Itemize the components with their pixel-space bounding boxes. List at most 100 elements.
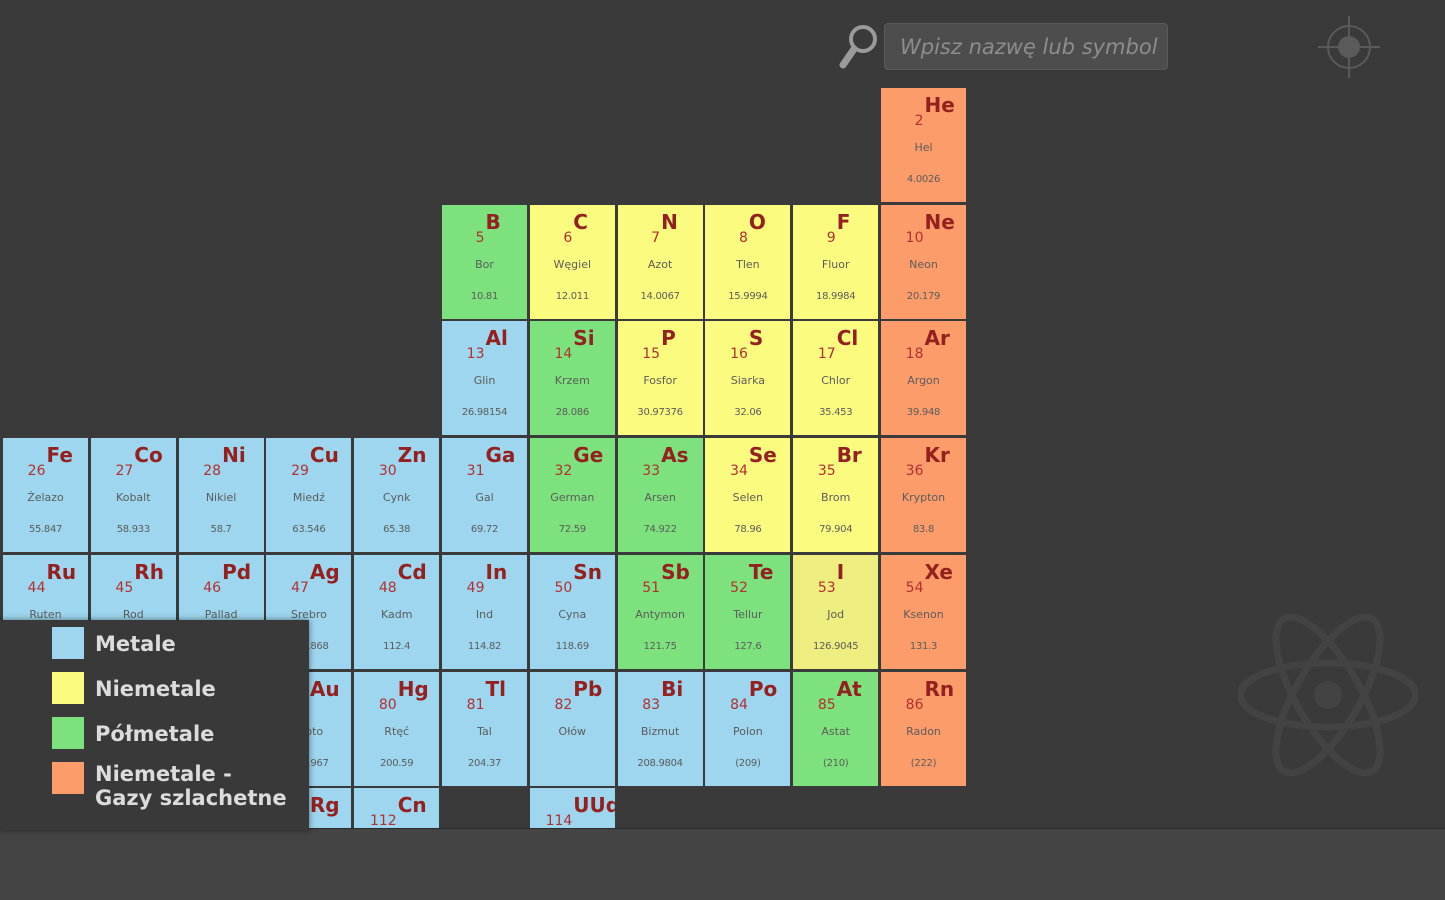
atomic-mass: 74.922 (643, 524, 677, 536)
atomic-number: 10 (905, 229, 924, 246)
element-name: German (550, 491, 595, 505)
element-cell-ga[interactable]: 31 Ga Gal 69.72 (442, 438, 527, 553)
element-cell-in[interactable]: 49 In Ind 114.82 (442, 554, 527, 669)
atomic-number: 114 (545, 813, 573, 830)
element-name: Selen (732, 491, 764, 505)
magnifier-icon[interactable] (836, 22, 880, 70)
element-cell-c[interactable]: 6 C Węgiel 12.011 (529, 204, 615, 319)
element-cell-at[interactable]: 85 At Astat (210) (793, 671, 879, 786)
element-cell-br[interactable]: 35 Br Brom 79.904 (793, 438, 879, 553)
atomic-mass: 58.933 (116, 524, 151, 536)
atomic-mass: 65.38 (383, 524, 411, 536)
atomic-number: 84 (730, 696, 748, 713)
element-name: Węgiel (553, 257, 592, 271)
atomic-mass: 78.96 (734, 524, 762, 536)
element-symbol: Pb (573, 676, 603, 701)
element-name: Antymon (635, 607, 685, 621)
element-cell-zn[interactable]: 30 Zn Cynk 65.38 (354, 438, 440, 553)
element-symbol: Cd (397, 559, 427, 584)
atomic-number: 13 (466, 346, 485, 363)
element-symbol: Ar (924, 326, 950, 351)
atomic-mass: 112.4 (383, 640, 411, 652)
element-symbol: UUq (573, 793, 615, 818)
atomic-number: 26 (27, 463, 46, 480)
element-cell-p[interactable]: 15 P Fosfor 30.97376 (617, 321, 703, 436)
element-cell-i[interactable]: 53 I Jod 126.9045 (793, 554, 879, 669)
element-cell-cd[interactable]: 48 Cd Kadm 112.4 (354, 554, 440, 669)
element-name: Rtęć (384, 724, 410, 738)
atomic-number: 8 (738, 229, 748, 246)
atomic-number: 28 (203, 463, 222, 480)
element-symbol: Rg (309, 793, 340, 818)
legend-swatch-noble-gas (52, 762, 84, 794)
element-cell-ar[interactable]: 18 Ar Argon 39.948 (881, 321, 966, 436)
element-name: Cynk (382, 491, 411, 505)
atomic-mass: 12.011 (555, 290, 590, 302)
atomic-number: 46 (203, 579, 222, 596)
atomic-number: 5 (475, 229, 485, 246)
element-cell-f[interactable]: 9 F Fluor 18.9984 (793, 204, 879, 319)
element-cell-fe[interactable]: 26 Fe Żelazo 55.847 (3, 438, 88, 553)
element-symbol: Br (836, 443, 862, 468)
element-name: Fosfor (643, 374, 677, 388)
atomic-number: 36 (905, 463, 924, 480)
element-symbol: S (748, 326, 764, 351)
element-name: Azot (647, 257, 673, 271)
atomic-number: 54 (905, 579, 924, 596)
atomic-mass: 118.69 (555, 640, 590, 652)
atomic-mass: 28.086 (555, 407, 590, 419)
atomic-mass: 4.0026 (906, 174, 941, 185)
element-cell-he[interactable]: 2 He Hel 4.0026 (881, 88, 966, 202)
element-cell-s[interactable]: 16 S Siarka 32.06 (705, 321, 791, 436)
element-symbol: Rn (924, 676, 955, 701)
element-cell-n[interactable]: 7 N Azot 14.0067 (617, 204, 703, 319)
element-cell-ni[interactable]: 28 Ni Nikiel 58.7 (178, 438, 264, 553)
element-cell-cu[interactable]: 29 Cu Miedź 63.546 (266, 438, 352, 553)
element-cell-pb[interactable]: 82 Pb Ołów (529, 671, 615, 786)
element-cell-co[interactable]: 27 Co Kobalt 58.933 (90, 438, 176, 553)
element-symbol: Sb (661, 559, 690, 584)
element-name: Neon (909, 257, 938, 271)
element-symbol: Cu (309, 443, 339, 468)
element-cell-xe[interactable]: 54 Xe Ksenon 131.3 (881, 554, 966, 669)
element-cell-ge[interactable]: 32 Ge German 72.59 (529, 438, 615, 553)
element-cell-rn[interactable]: 86 Rn Radon (222) (881, 671, 966, 786)
element-cell-tl[interactable]: 81 Tl Tal 204.37 (442, 671, 527, 786)
element-symbol: Au (309, 676, 340, 701)
search-input[interactable] (884, 23, 1168, 70)
element-cell-kr[interactable]: 36 Kr Krypton 83.8 (881, 438, 966, 553)
crosshair-icon[interactable] (1316, 14, 1382, 80)
element-cell-o[interactable]: 8 O Tlen 15.9994 (705, 204, 791, 319)
element-symbol: At (836, 676, 862, 701)
atomic-mass: (210) (822, 757, 849, 769)
element-name: Arsen (644, 491, 676, 505)
element-cell-bi[interactable]: 83 Bi Bizmut 208.9804 (617, 671, 703, 786)
element-cell-te[interactable]: 52 Te Tellur 127.6 (705, 554, 791, 669)
element-cell-as[interactable]: 33 As Arsen 74.922 (617, 438, 703, 553)
element-symbol: Po (748, 676, 778, 701)
atomic-number: 16 (730, 346, 748, 363)
element-cell-se[interactable]: 34 Se Selen 78.96 (705, 438, 791, 553)
element-cell-hg[interactable]: 80 Hg Rtęć 200.59 (354, 671, 440, 786)
atomic-mass: 72.59 (558, 524, 586, 536)
element-symbol: Cn (397, 793, 427, 818)
atomic-mass: 126.9045 (813, 640, 859, 652)
atomic-number: 2 (914, 113, 924, 129)
element-cell-ne[interactable]: 10 Ne Neon 20.179 (881, 204, 966, 319)
element-cell-si[interactable]: 14 Si Krzem 28.086 (529, 321, 615, 436)
atomic-number: 44 (27, 579, 46, 596)
atomic-number: 85 (817, 696, 836, 713)
element-cell-al[interactable]: 13 Al Glin 26.98154 (442, 321, 527, 436)
element-cell-b[interactable]: 5 B Bor 10.81 (442, 204, 527, 319)
atomic-number: 86 (905, 696, 924, 713)
element-cell-sn[interactable]: 50 Sn Cyna 118.69 (529, 554, 615, 669)
atomic-number: 48 (378, 579, 397, 596)
element-cell-sb[interactable]: 51 Sb Antymon 121.75 (617, 554, 703, 669)
atomic-number: 32 (554, 463, 573, 480)
atomic-number: 35 (817, 463, 836, 480)
element-symbol: Tl (485, 676, 507, 701)
element-cell-po[interactable]: 84 Po Polon (209) (705, 671, 791, 786)
element-name: Radon (906, 724, 941, 738)
atomic-number: 81 (466, 696, 485, 713)
element-cell-cl[interactable]: 17 Cl Chlor 35.453 (793, 321, 879, 436)
